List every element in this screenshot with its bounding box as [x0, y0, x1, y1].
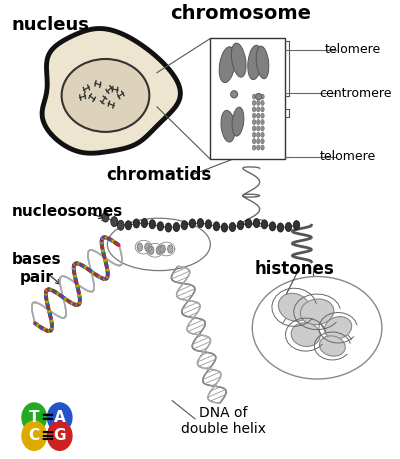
Ellipse shape — [256, 101, 260, 106]
Circle shape — [22, 403, 46, 432]
Ellipse shape — [252, 145, 256, 150]
Ellipse shape — [137, 243, 142, 251]
Ellipse shape — [157, 222, 164, 231]
Ellipse shape — [237, 221, 244, 230]
Ellipse shape — [261, 132, 264, 137]
Ellipse shape — [269, 222, 276, 231]
Text: nucleosomes: nucleosomes — [12, 204, 123, 219]
Ellipse shape — [261, 101, 264, 106]
Polygon shape — [42, 28, 180, 153]
Ellipse shape — [261, 120, 264, 124]
Text: chromatids: chromatids — [106, 166, 212, 184]
Ellipse shape — [256, 94, 260, 99]
Ellipse shape — [160, 245, 165, 253]
Circle shape — [22, 421, 46, 450]
Ellipse shape — [156, 246, 162, 254]
Text: ≡: ≡ — [40, 427, 54, 445]
Ellipse shape — [252, 139, 256, 144]
Ellipse shape — [62, 59, 149, 132]
Text: chromosome: chromosome — [170, 4, 311, 23]
Text: =: = — [40, 409, 54, 426]
Ellipse shape — [197, 218, 204, 228]
Ellipse shape — [256, 145, 260, 150]
Ellipse shape — [148, 246, 154, 254]
Ellipse shape — [256, 132, 260, 137]
Ellipse shape — [293, 221, 300, 230]
Ellipse shape — [141, 218, 148, 228]
Ellipse shape — [261, 220, 268, 229]
Ellipse shape — [168, 245, 173, 253]
Ellipse shape — [253, 218, 260, 228]
Ellipse shape — [256, 139, 260, 144]
Ellipse shape — [245, 219, 252, 228]
Ellipse shape — [149, 220, 156, 229]
Ellipse shape — [300, 299, 334, 325]
Ellipse shape — [252, 101, 256, 106]
Text: centromere: centromere — [319, 87, 392, 100]
Ellipse shape — [229, 223, 236, 232]
Text: telomere: telomere — [325, 44, 382, 56]
Ellipse shape — [165, 223, 172, 232]
Ellipse shape — [256, 107, 260, 112]
Ellipse shape — [261, 139, 264, 144]
Text: DNA of
double helix: DNA of double helix — [181, 406, 266, 436]
Ellipse shape — [256, 46, 269, 78]
Bar — [210, 39, 285, 159]
Ellipse shape — [285, 223, 292, 231]
Text: A: A — [54, 410, 66, 425]
Ellipse shape — [278, 293, 310, 321]
Ellipse shape — [252, 94, 256, 99]
Ellipse shape — [111, 217, 118, 227]
Ellipse shape — [277, 223, 284, 232]
Ellipse shape — [145, 243, 150, 251]
Ellipse shape — [221, 110, 235, 142]
Ellipse shape — [261, 113, 264, 118]
Ellipse shape — [261, 94, 264, 99]
Circle shape — [48, 421, 72, 450]
Circle shape — [48, 403, 72, 432]
Ellipse shape — [205, 220, 212, 229]
Ellipse shape — [320, 336, 345, 356]
Ellipse shape — [252, 126, 256, 131]
Text: T: T — [29, 410, 40, 425]
Ellipse shape — [173, 223, 180, 232]
Ellipse shape — [125, 221, 132, 230]
Ellipse shape — [248, 45, 262, 79]
Ellipse shape — [256, 126, 260, 131]
Ellipse shape — [133, 219, 140, 228]
Ellipse shape — [291, 323, 320, 347]
Ellipse shape — [221, 223, 228, 232]
Ellipse shape — [189, 219, 196, 228]
Ellipse shape — [102, 212, 109, 222]
Text: histones: histones — [254, 259, 334, 278]
Ellipse shape — [181, 221, 188, 230]
Text: nucleus: nucleus — [11, 16, 89, 34]
Ellipse shape — [213, 222, 220, 231]
Text: telomere: telomere — [320, 151, 376, 163]
Text: C: C — [29, 428, 40, 443]
Text: bases
pair: bases pair — [12, 252, 62, 285]
Ellipse shape — [231, 91, 238, 98]
Ellipse shape — [256, 120, 260, 124]
Ellipse shape — [261, 126, 264, 131]
Ellipse shape — [219, 47, 235, 83]
Ellipse shape — [252, 107, 256, 112]
Ellipse shape — [261, 107, 264, 112]
Text: G: G — [54, 428, 66, 443]
Ellipse shape — [231, 43, 246, 77]
Ellipse shape — [261, 145, 264, 150]
Ellipse shape — [232, 107, 244, 136]
Ellipse shape — [252, 113, 256, 118]
Ellipse shape — [256, 113, 260, 118]
Ellipse shape — [117, 220, 124, 230]
Ellipse shape — [252, 120, 256, 124]
Ellipse shape — [256, 93, 262, 100]
Ellipse shape — [324, 317, 352, 339]
Ellipse shape — [252, 132, 256, 137]
